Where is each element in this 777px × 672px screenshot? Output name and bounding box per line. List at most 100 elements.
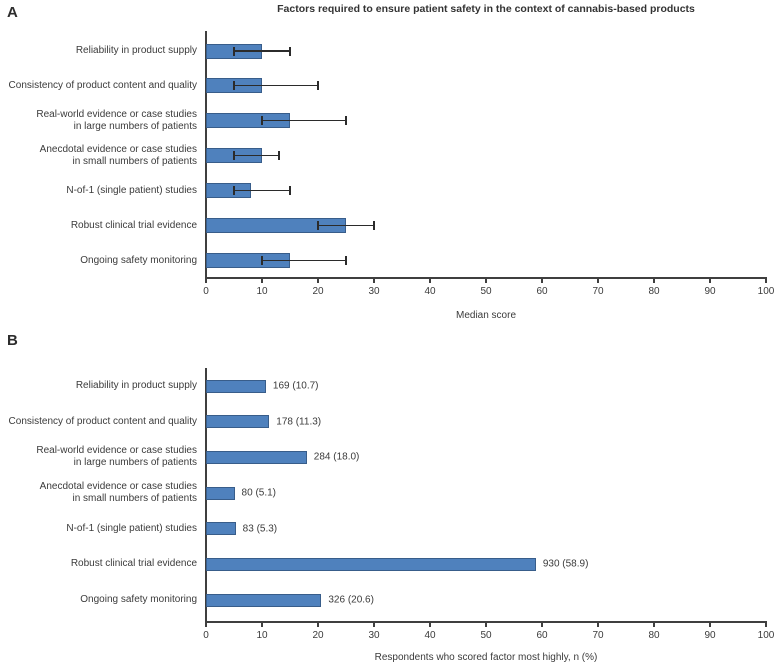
- panel-a-axis-tick: [373, 279, 375, 283]
- panel-b-category-label: Robust clinical trial evidence: [70, 558, 197, 570]
- panel-b-axis-tick-label: 0: [203, 630, 209, 641]
- panel-b-bar: [206, 415, 270, 429]
- panel-a-error-bar-cap: [233, 151, 235, 161]
- panel-b-axis-tick-label: 10: [256, 630, 268, 641]
- panel-b-bar-value-label: 169 (10.7): [272, 380, 319, 392]
- panel-b-x-axis: [205, 621, 767, 623]
- panel-b-axis-tick: [429, 623, 431, 627]
- panel-a-category-label: Ongoing safety monitoring: [80, 254, 197, 266]
- panel-a-error-bar: [262, 259, 346, 262]
- panel-b-axis-tick: [709, 623, 711, 627]
- panel-a-axis-tick-label: 10: [256, 286, 268, 297]
- panel-b-bar-value-label: 284 (18.0): [313, 451, 360, 463]
- panel-b-axis-tick-label: 20: [312, 630, 324, 641]
- panel-a-axis-tick-label: 0: [203, 286, 209, 297]
- panel-a-axis-tick-label: 70: [592, 286, 604, 297]
- panel-b-axis-tick: [653, 623, 655, 627]
- panel-b-axis-tick: [261, 623, 263, 627]
- panel-b-bar: [206, 379, 266, 393]
- panel-a-error-bar-cap: [317, 221, 319, 231]
- panel-b-bar: [206, 486, 235, 500]
- panel-a-category-label: Reliability in product supply: [75, 45, 197, 56]
- panel-a-error-bar: [318, 224, 374, 227]
- panel-b-axis-tick: [597, 623, 599, 627]
- panel-b-bar: [206, 522, 236, 536]
- panel-b-xaxis-title: Respondents who scored factor most highl…: [374, 652, 598, 663]
- panel-a-error-bar-cap: [233, 46, 235, 56]
- panel-b-bar-value-label: 80 (5.1): [241, 487, 277, 499]
- panel-b-bar-value-label: 930 (58.9): [542, 558, 589, 570]
- panel-a-axis-tick: [317, 279, 319, 283]
- panel-a-error-bar-cap: [289, 46, 291, 56]
- panel-b-bar: [206, 557, 536, 571]
- panel-a-axis-tick-label: 60: [536, 286, 548, 297]
- panel-a-category-label: Robust clinical trial evidence: [70, 219, 197, 231]
- panel-b-bar-value-label: 326 (20.6): [328, 594, 374, 606]
- panel-b-axis-tick-label: 30: [368, 630, 380, 641]
- panel-b-bar-value-label: 83 (5.3): [242, 523, 278, 535]
- panel-b-axis-tick-label: 60: [536, 630, 548, 641]
- panel-b-axis-tick: [541, 623, 543, 627]
- panel-a-axis-tick: [261, 279, 263, 283]
- panel-a-axis-tick: [653, 279, 655, 283]
- figure-title: Factors required to ensure patient safet…: [277, 3, 695, 15]
- panel-a-axis-tick: [485, 279, 487, 283]
- panel-a-error-bar-cap: [278, 151, 280, 161]
- panel-b-letter: B: [7, 332, 18, 349]
- panel-a-category-label: N-of-1 (single patient) studies: [66, 184, 197, 196]
- panel-a-error-bar: [234, 154, 279, 157]
- panel-b-axis-tick-label: 50: [480, 630, 492, 641]
- panel-a-letter: A: [7, 4, 18, 21]
- panel-a-error-bar: [234, 84, 318, 87]
- panel-b-axis-tick: [205, 623, 207, 627]
- panel-a-error-bar-cap: [317, 81, 319, 91]
- panel-a-error-bar-cap: [345, 256, 347, 265]
- panel-b-category-label: Anecdotal evidence or case studies in sm…: [39, 481, 197, 504]
- panel-b-category-label: Ongoing safety monitoring: [80, 594, 197, 605]
- panel-a-axis-tick-label: 50: [480, 286, 492, 297]
- panel-a-axis-tick: [541, 279, 543, 283]
- panel-a-error-bar-cap: [261, 256, 263, 265]
- panel-b-axis-tick-label: 70: [592, 630, 604, 641]
- panel-a-error-bar-cap: [289, 186, 291, 196]
- panel-a-error-bar: [262, 119, 346, 122]
- panel-a-axis-tick-label: 40: [424, 286, 436, 297]
- panel-a-category-label: Anecdotal evidence or case studies in sm…: [39, 143, 197, 167]
- panel-b-axis-tick-label: 80: [648, 630, 660, 641]
- panel-a-xaxis-title: Median score: [455, 310, 517, 321]
- panel-a-axis-tick-label: 90: [704, 286, 716, 297]
- panel-a-category-label: Real-world evidence or case studies in l…: [36, 108, 197, 132]
- panel-a-error-bar-cap: [233, 186, 235, 196]
- panel-b-bar: [206, 593, 322, 607]
- panel-a-axis-tick: [429, 279, 431, 283]
- panel-b-axis-tick: [317, 623, 319, 627]
- panel-a-category-label: Consistency of product content and quali…: [8, 79, 197, 91]
- panel-a-error-bar-cap: [261, 116, 263, 126]
- panel-a-error-bar: [234, 50, 290, 52]
- panel-a-error-bar-cap: [345, 116, 347, 126]
- panel-a-x-axis: [205, 277, 767, 279]
- panel-a-axis-tick: [709, 279, 711, 283]
- panel-b-category-label: Real-world evidence or case studies in l…: [36, 445, 197, 469]
- panel-a-error-bar-cap: [233, 81, 235, 91]
- panel-b-axis-tick-label: 90: [704, 630, 716, 641]
- panel-b-category-label: Consistency of product content and quali…: [8, 415, 197, 427]
- panel-b-bar-value-label: 178 (11.3): [276, 416, 322, 428]
- panel-b-axis-tick: [373, 623, 375, 627]
- panel-a-axis-tick-label: 20: [312, 286, 324, 297]
- panel-a-error-bar: [234, 189, 290, 192]
- panel-b-axis-tick-label: 100: [757, 630, 775, 641]
- panel-b-category-label: Reliability in product supply: [75, 380, 197, 391]
- panel-b-bar: [206, 450, 307, 464]
- panel-b-category-label: N-of-1 (single patient) studies: [66, 522, 197, 534]
- panel-a-axis-tick-label: 80: [648, 286, 660, 297]
- panel-a-axis-tick: [597, 279, 599, 283]
- panel-a-axis-tick-label: 30: [368, 286, 380, 297]
- panel-a-axis-tick: [765, 279, 767, 283]
- panel-b-axis-tick: [485, 623, 487, 627]
- panel-a-axis-tick: [205, 279, 207, 283]
- panel-a-axis-tick-label: 100: [757, 286, 775, 297]
- panel-a-error-bar-cap: [373, 221, 375, 231]
- panel-b-axis-tick-label: 40: [424, 630, 436, 641]
